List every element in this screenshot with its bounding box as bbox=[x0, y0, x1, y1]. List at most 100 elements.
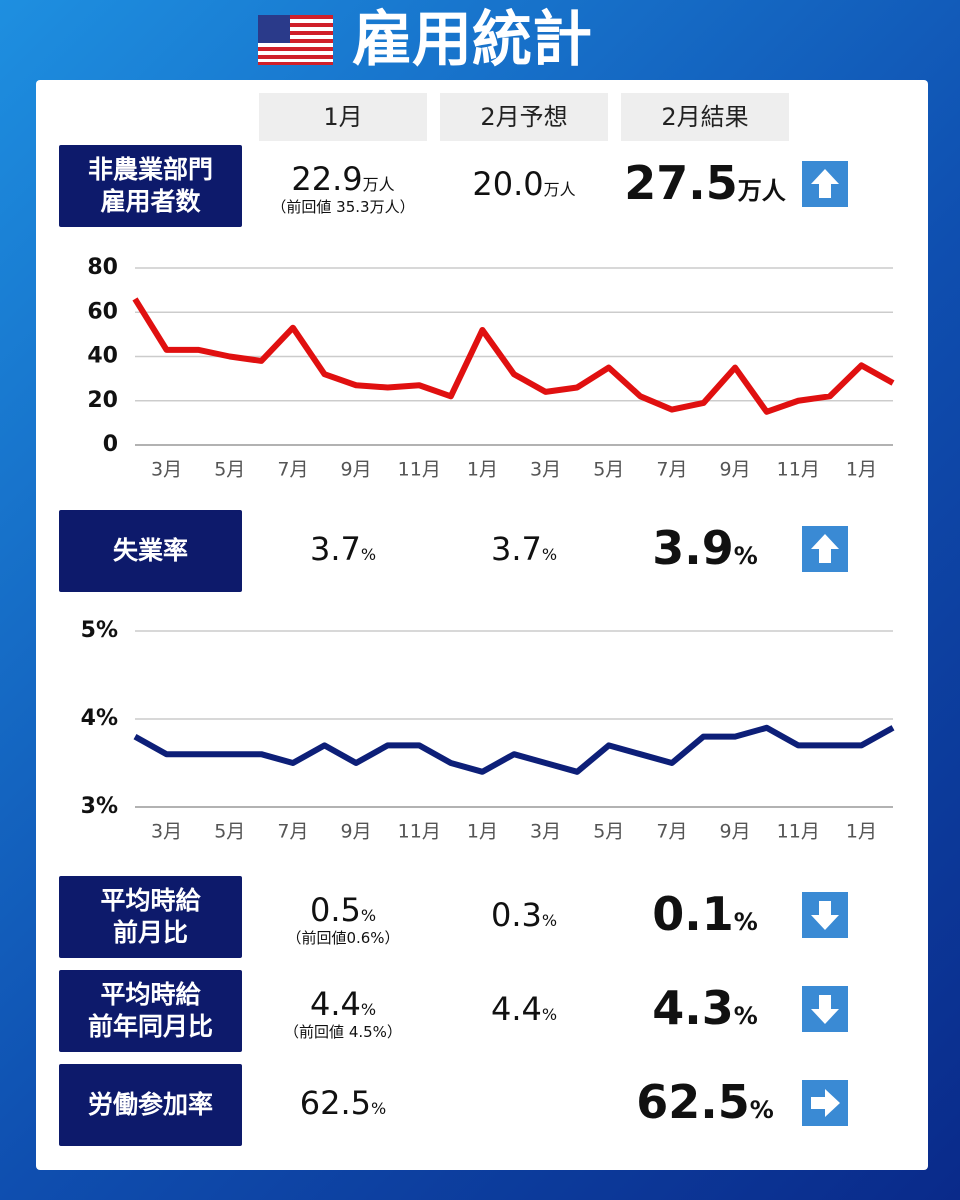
x-tick-label: 11月 bbox=[398, 821, 441, 843]
row-label: 平均時給 前月比 bbox=[59, 876, 242, 958]
column-header: 1月 bbox=[259, 93, 427, 141]
arrow bbox=[811, 1089, 840, 1117]
arrow-icon bbox=[802, 892, 848, 938]
y-tick-label: 4% bbox=[81, 706, 118, 731]
arrow-icon bbox=[802, 1080, 848, 1126]
x-tick-label: 11月 bbox=[398, 459, 441, 481]
row-label: 平均時給 前年同月比 bbox=[59, 970, 242, 1052]
row-label: 労働参加率 bbox=[59, 1064, 242, 1146]
value: 4.4 bbox=[309, 985, 361, 1023]
y-tick-label: 20 bbox=[87, 388, 118, 413]
x-tick-label: 9月 bbox=[720, 459, 751, 481]
line bbox=[132, 297, 895, 415]
x-tick-label: 9月 bbox=[341, 821, 372, 843]
unit: % bbox=[541, 911, 558, 930]
unit: % bbox=[749, 1096, 774, 1124]
x-tick-label: 1月 bbox=[846, 459, 877, 481]
y-tick-label: 80 bbox=[87, 255, 118, 280]
unit: 万人 bbox=[737, 177, 786, 205]
value-cell: 3.7% bbox=[414, 530, 634, 568]
unit: % bbox=[733, 908, 758, 936]
column-header: 2月予想 bbox=[440, 93, 608, 141]
row-label: 失業率 bbox=[59, 510, 242, 592]
x-tick-label: 3月 bbox=[151, 459, 182, 481]
value-cell: 4.3% bbox=[595, 981, 815, 1035]
value: 3.9 bbox=[652, 521, 734, 575]
value-cell: 4.4% bbox=[414, 990, 634, 1028]
unit: 万人 bbox=[362, 175, 395, 194]
value-cell: 3.7% bbox=[233, 530, 453, 568]
previous-note: （前回値 4.5%） bbox=[284, 1023, 402, 1041]
unit: % bbox=[733, 1002, 758, 1030]
value-cell: 22.9万人 （前回値 35.3万人） bbox=[233, 160, 453, 217]
previous-note: （前回値0.6%） bbox=[286, 929, 400, 947]
value-cell: 0.5% （前回値0.6%） bbox=[233, 891, 453, 948]
value-cell: 20.0万人 bbox=[414, 165, 634, 203]
x-tick-label: 5月 bbox=[593, 821, 624, 843]
x-tick-label: 11月 bbox=[777, 821, 820, 843]
x-tick-label: 5月 bbox=[214, 821, 245, 843]
y-tick-label: 60 bbox=[87, 299, 118, 324]
unit: % bbox=[541, 1005, 558, 1024]
value: 20.0 bbox=[472, 165, 544, 203]
value: 62.5 bbox=[636, 1075, 750, 1129]
column-header: 2月結果 bbox=[621, 93, 789, 141]
unit: % bbox=[360, 545, 377, 564]
value: 0.5 bbox=[309, 891, 361, 929]
x-tick-label: 3月 bbox=[530, 459, 561, 481]
y-tick-label: 0 bbox=[103, 432, 118, 457]
arrow bbox=[811, 169, 839, 198]
value: 22.9 bbox=[291, 160, 363, 198]
stripes bbox=[258, 15, 333, 65]
value-cell: 0.3% bbox=[414, 896, 634, 934]
title: 雇用統計 bbox=[352, 5, 592, 75]
x-tick-label: 9月 bbox=[720, 821, 751, 843]
value: 0.3 bbox=[490, 896, 542, 934]
x-tick-label: 7月 bbox=[277, 821, 308, 843]
value-cell: 3.9% bbox=[595, 521, 815, 575]
arrow-icon bbox=[802, 986, 848, 1032]
value: 4.3 bbox=[652, 981, 734, 1035]
unit: % bbox=[360, 1000, 377, 1019]
value: 4.4 bbox=[490, 990, 542, 1028]
canton bbox=[258, 15, 290, 43]
x-tick-label: 11月 bbox=[777, 459, 820, 481]
arrow bbox=[811, 901, 839, 930]
value-cell: 0.1% bbox=[595, 887, 815, 941]
x-tick-label: 9月 bbox=[341, 459, 372, 481]
unit: % bbox=[371, 1099, 387, 1118]
y-tick-label: 3% bbox=[81, 794, 118, 819]
arrow bbox=[811, 534, 839, 563]
value: 62.5 bbox=[299, 1084, 372, 1122]
arrow bbox=[811, 995, 839, 1024]
y-tick-label: 40 bbox=[87, 344, 118, 369]
value-cell: 62.5% bbox=[595, 1075, 815, 1129]
previous-note: （前回値 35.3万人） bbox=[271, 198, 415, 216]
value-cell: 27.5万人 bbox=[595, 156, 815, 210]
arrow-icon bbox=[802, 161, 848, 207]
x-tick-label: 5月 bbox=[214, 459, 245, 481]
unit: % bbox=[360, 906, 377, 925]
value: 3.7 bbox=[309, 530, 361, 568]
line bbox=[133, 724, 895, 775]
x-tick-label: 7月 bbox=[277, 459, 308, 481]
x-tick-label: 3月 bbox=[530, 821, 561, 843]
unit: % bbox=[733, 542, 758, 570]
x-tick-label: 3月 bbox=[151, 821, 182, 843]
row-label: 非農業部門 雇用者数 bbox=[59, 145, 242, 227]
unit: 万人 bbox=[543, 180, 576, 199]
flag bbox=[258, 15, 333, 65]
y-tick-label: 5% bbox=[81, 618, 118, 643]
x-tick-label: 7月 bbox=[656, 821, 687, 843]
value: 3.7 bbox=[490, 530, 542, 568]
x-tick-label: 1月 bbox=[467, 821, 498, 843]
x-tick-label: 7月 bbox=[656, 459, 687, 481]
unit: % bbox=[541, 545, 558, 564]
arrow-icon bbox=[802, 526, 848, 572]
value-cell: 62.5% bbox=[233, 1084, 453, 1122]
value: 0.1 bbox=[652, 887, 734, 941]
value-cell: 4.4% （前回値 4.5%） bbox=[233, 985, 453, 1042]
x-tick-label: 1月 bbox=[467, 459, 498, 481]
